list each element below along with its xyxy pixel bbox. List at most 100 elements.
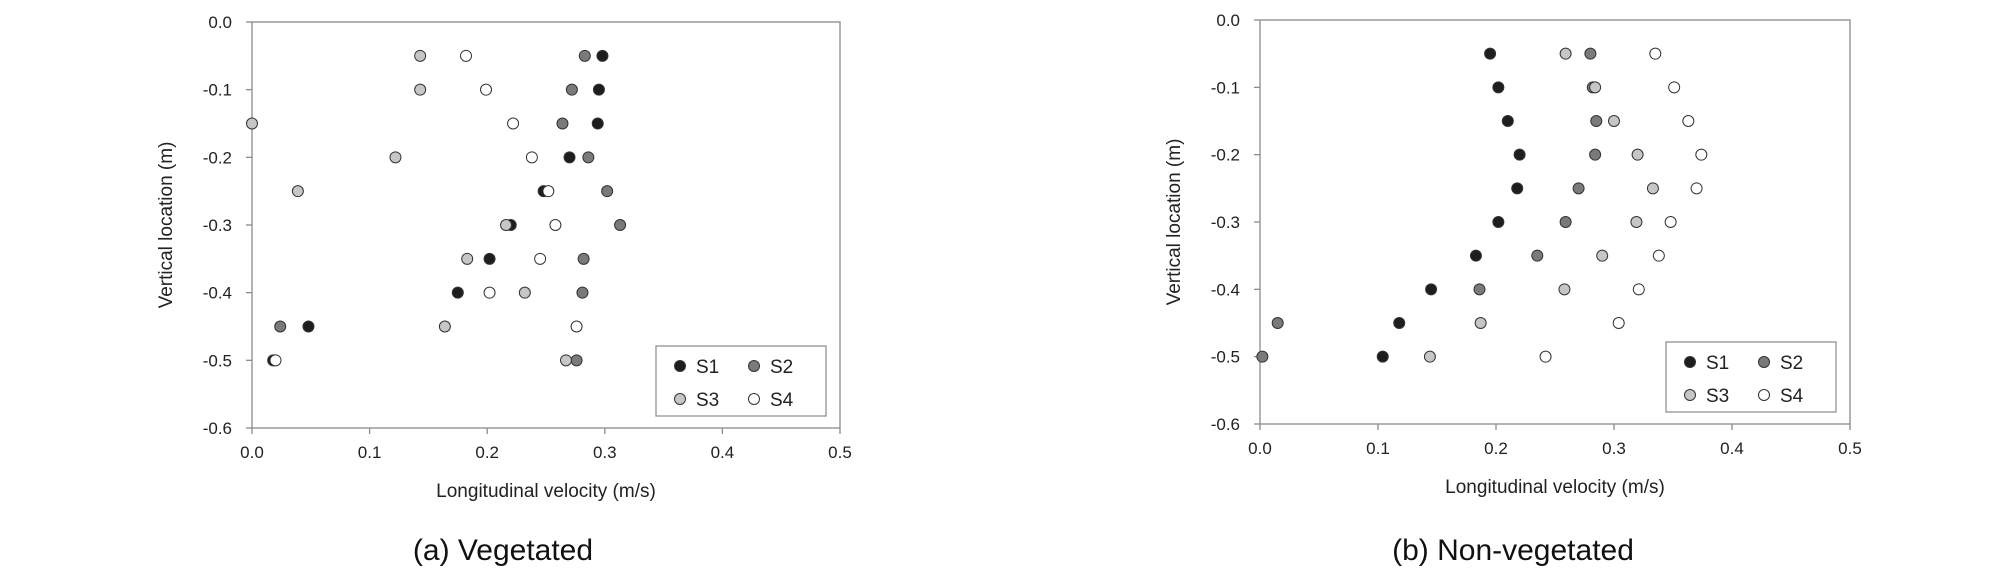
data-point-s1 xyxy=(592,83,605,96)
data-point-s2 xyxy=(1572,182,1585,195)
legend-label-s2: S2 xyxy=(1780,353,1803,374)
legend-marker-s2 xyxy=(1758,356,1770,368)
data-point-s4 xyxy=(1690,182,1703,195)
y-tick-label: -0.3 xyxy=(203,216,232,235)
chart-caption: (b) Non-vegetated xyxy=(1392,534,1634,567)
y-axis-title: Vertical location (m) xyxy=(156,142,177,309)
data-point-s3 xyxy=(559,354,572,367)
x-tick-label: 0.4 xyxy=(1720,439,1744,458)
data-point-s1 xyxy=(451,286,464,299)
legend-label-s4: S4 xyxy=(1780,386,1804,407)
legend-marker-s3 xyxy=(674,393,686,405)
data-point-s4 xyxy=(483,286,496,299)
y-tick-label: -0.4 xyxy=(1211,280,1240,299)
data-point-s4 xyxy=(534,252,547,265)
x-tick-label: 0.3 xyxy=(1602,439,1626,458)
data-point-s3 xyxy=(389,151,402,164)
data-point-s3 xyxy=(461,252,474,265)
data-point-s4 xyxy=(1632,283,1645,296)
data-point-s1 xyxy=(1484,47,1497,60)
legend-label-s1: S1 xyxy=(1706,353,1729,374)
data-point-s2 xyxy=(578,49,591,62)
data-point-s4 xyxy=(1612,317,1625,329)
y-tick-label: -0.3 xyxy=(1211,213,1240,232)
data-point-s4 xyxy=(1682,115,1695,127)
y-tick-label: -0.1 xyxy=(203,81,232,100)
x-tick-label: 0.0 xyxy=(1248,439,1272,458)
data-point-s4 xyxy=(1668,81,1681,94)
data-point-s1 xyxy=(1393,317,1406,329)
data-point-s2 xyxy=(1559,216,1572,228)
data-point-s3 xyxy=(1631,148,1644,161)
legend-label-s4: S4 xyxy=(770,390,794,411)
data-point-s4 xyxy=(1664,216,1677,228)
y-tick-label: -0.5 xyxy=(203,351,232,370)
data-point-s3 xyxy=(1646,182,1659,195)
legend-marker-s4 xyxy=(748,393,760,405)
data-point-s3 xyxy=(414,49,427,62)
y-tick-label: -0.6 xyxy=(1211,415,1240,434)
data-point-s2 xyxy=(1531,249,1544,262)
x-tick-label: 0.1 xyxy=(358,443,382,462)
data-point-s4 xyxy=(507,117,520,130)
y-tick-label: -0.6 xyxy=(203,419,232,438)
data-point-s1 xyxy=(483,252,496,265)
data-point-s1 xyxy=(1511,182,1524,195)
data-point-s1 xyxy=(302,320,315,333)
data-point-s3 xyxy=(1559,47,1572,60)
y-axis-title: Vertical location (m) xyxy=(1164,139,1185,306)
data-point-s2 xyxy=(565,83,578,96)
data-point-s2 xyxy=(1473,283,1486,296)
data-point-s4 xyxy=(525,151,538,164)
data-point-s1 xyxy=(1513,148,1526,161)
x-axis-title: Longitudinal velocity (m/s) xyxy=(1445,477,1665,498)
legend-marker-s1 xyxy=(1684,356,1696,368)
data-point-s2 xyxy=(614,219,627,231)
data-point-s2 xyxy=(1256,350,1269,363)
data-point-s3 xyxy=(1589,81,1602,94)
data-point-s1 xyxy=(1492,216,1505,228)
legend-box xyxy=(1665,341,1837,413)
y-tick-label: -0.1 xyxy=(1211,78,1240,97)
data-point-s2 xyxy=(1589,148,1602,161)
data-point-s2 xyxy=(1271,317,1284,329)
data-point-s3 xyxy=(1630,216,1643,228)
data-point-s4 xyxy=(1695,148,1708,161)
data-point-s1 xyxy=(1492,81,1505,94)
y-tick-label: 0.0 xyxy=(1216,11,1240,30)
x-tick-label: 0.0 xyxy=(240,443,264,462)
data-point-s4 xyxy=(1539,350,1552,363)
data-point-s2 xyxy=(582,151,595,164)
data-point-s2 xyxy=(601,185,614,198)
legend-label-s3: S3 xyxy=(1706,386,1729,407)
y-tick-label: -0.2 xyxy=(203,148,232,167)
data-point-s4 xyxy=(480,83,493,96)
x-tick-label: 0.5 xyxy=(828,443,852,462)
chart-non-vegetated: 0.0 0.1 0.2 0.3 0.4 0.5 0.0 -0.1 -0.2 -0.3 -0.4 -0.… xyxy=(1164,11,1862,567)
x-tick-label: 0.5 xyxy=(1838,439,1862,458)
x-tick-label: 0.4 xyxy=(711,443,735,462)
chart-caption: (a) Vegetated xyxy=(413,534,593,567)
data-point-s1 xyxy=(596,49,609,62)
data-point-s2 xyxy=(1590,115,1603,127)
data-point-s3 xyxy=(500,219,513,231)
data-point-s2 xyxy=(556,117,569,130)
data-point-s2 xyxy=(274,320,287,333)
legend-marker-s1 xyxy=(674,360,686,372)
y-tick-label: -0.5 xyxy=(1211,348,1240,367)
x-tick-label: 0.1 xyxy=(1366,439,1390,458)
x-tick-label: 0.2 xyxy=(475,443,499,462)
chart-vegetated: 0.0 0.1 0.2 0.3 0.4 0.5 0.0 -0.1 -0.2 -0.3 -0.4 -0.… xyxy=(156,13,852,567)
legend-marker-s4 xyxy=(1758,389,1770,401)
y-tick-label: -0.2 xyxy=(1211,146,1240,165)
data-point-s3 xyxy=(414,83,427,96)
y-tick-label: -0.4 xyxy=(203,284,232,303)
data-point-s1 xyxy=(1376,350,1389,363)
legend-marker-s2 xyxy=(748,360,760,372)
data-point-s4 xyxy=(549,219,562,231)
data-point-s2 xyxy=(576,286,589,299)
legend-label-s2: S2 xyxy=(770,357,793,378)
legend-marker-s3 xyxy=(1684,389,1696,401)
legend-label-s3: S3 xyxy=(696,390,719,411)
